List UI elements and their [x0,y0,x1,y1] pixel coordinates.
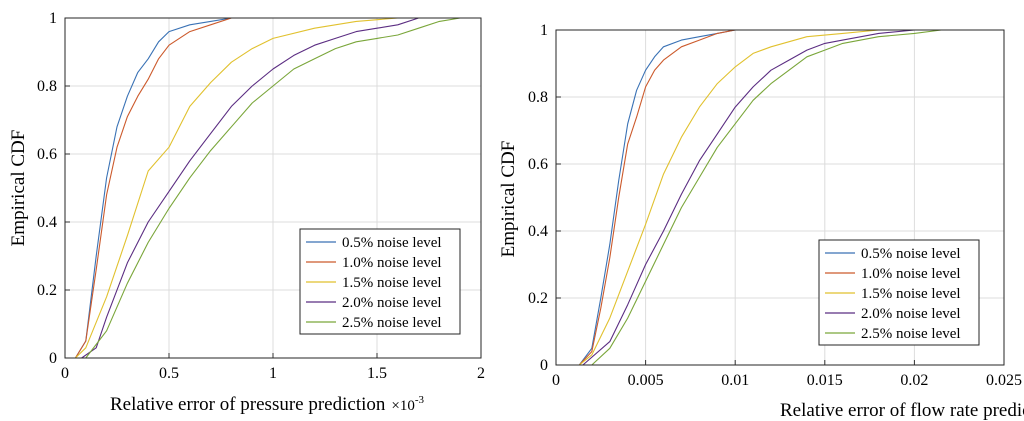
x-tick-label: 0 [61,365,69,382]
y-axis-label: Empirical CDF [8,130,29,247]
legend-label: 1.0% noise level [342,255,442,271]
series-line [75,17,440,359]
legend-label: 0.5% noise level [861,246,961,262]
x-axis-label: Relative error of flow rate prediction [780,400,1024,421]
series-line [578,29,771,366]
y-tick-label: 0.2 [37,282,57,299]
x-tick-label: 0.01 [721,372,749,389]
legend-label: 2.5% noise level [342,315,442,331]
legend-label: 2.0% noise level [342,295,442,311]
y-tick-label: 1 [49,10,57,27]
axes-box [64,17,482,359]
series-line [578,29,879,366]
x-tick-label: 0.005 [628,372,664,389]
legend-label: 0.5% noise level [342,235,442,251]
y-tick-label: 0.8 [528,89,548,106]
y-tick-label: 0 [540,357,548,374]
series-line [591,29,942,366]
legend-label: 1.0% noise level [861,266,961,282]
x-tick-label: 0.5 [159,365,179,382]
x-tick-label: 1.5 [367,365,387,382]
chart-flow-rate: 0 0.005 0.01 0.015 0.02 0.025 0 0.2 0.4 0.6 0.8 1 Re… [498,22,1024,421]
series-line [81,17,440,359]
y-tick-label: 0 [49,350,57,367]
legend: 0.5% noise level 1.0% noise level 1.5% noi… [818,239,980,346]
y-tick-label: 0.2 [528,290,548,307]
series-line [85,17,461,359]
x-tick-label: 2 [477,365,485,382]
y-tick-label: 1 [540,22,548,39]
x-tick-label: 1 [269,365,277,382]
series-line [74,17,273,359]
y-tick-label: 0.6 [37,146,57,163]
x-axis-label: Relative error of pressure prediction [110,394,386,415]
y-tick-label: 0.4 [528,223,548,240]
series-line [74,17,273,359]
y-axis-label: Empirical CDF [498,141,519,258]
legend-label: 1.5% noise level [861,286,961,302]
y-tick-label: 0.4 [37,214,57,231]
y-tick-label: 0.6 [528,156,548,173]
series-line [582,29,915,366]
series-line [578,29,771,366]
x-axis-exponent: ×10-3 [391,394,424,414]
x-tick-label: 0 [552,372,560,389]
legend: 0.5% noise level 1.0% noise level 1.5% noi… [299,228,461,335]
x-tick-label: 0.02 [900,372,928,389]
x-tick-label: 0.015 [807,372,843,389]
x-tick-label: 0.025 [986,372,1022,389]
legend-label: 2.0% noise level [861,306,961,322]
y-tick-label: 0.8 [37,78,57,95]
chart-pressure: 0 0.5 1 1.5 2 0 0.2 0.4 0.6 0.8 1 Relative error of… [8,10,485,415]
legend-label: 1.5% noise level [342,275,442,291]
legend-label: 2.5% noise level [861,326,961,342]
axes-box [555,29,1005,366]
